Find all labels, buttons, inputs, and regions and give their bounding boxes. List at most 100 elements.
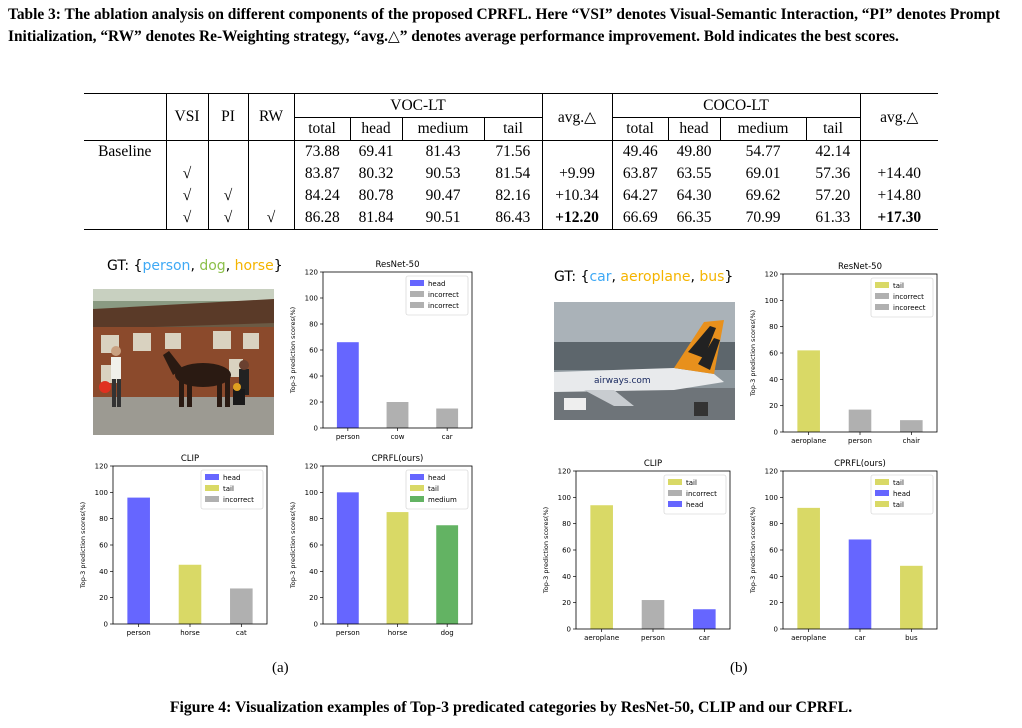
chart-title: CLIP <box>181 454 199 464</box>
cell-voc: 80.78 <box>358 187 394 204</box>
cell-voc: 90.47 <box>425 187 461 204</box>
bar-chart-svg: ResNet-50 Top-3 prediction scores(%) 0 20 40… <box>289 260 473 441</box>
cell-voc: 82.16 <box>495 187 531 204</box>
cell-coco: 64.30 <box>676 187 712 204</box>
cell-coco-avg: +14.80 <box>859 185 938 207</box>
y-tick-label: 40 <box>769 573 778 581</box>
cell-pi <box>207 163 248 185</box>
legend-label: head <box>686 501 703 509</box>
x-tick-label: aeroplane <box>584 634 619 642</box>
x-tick-label: car <box>854 634 865 642</box>
y-tick-label: 80 <box>309 321 318 329</box>
legend-swatch <box>875 501 889 507</box>
subfigure-label-b: (b) <box>730 660 748 676</box>
legend-swatch <box>668 490 682 496</box>
bar <box>693 609 716 629</box>
plot-frame <box>322 271 473 429</box>
y-tick-label: 40 <box>562 573 571 581</box>
y-tick-label: 60 <box>769 547 778 555</box>
row-label <box>84 207 166 230</box>
plot-frame <box>112 465 268 625</box>
bar <box>336 342 359 428</box>
legend-swatch <box>410 485 424 491</box>
bar-chart-svg: CLIP Top-3 prediction scores(%) 0 20 40 60 80 1… <box>542 459 731 642</box>
cell-rw <box>247 163 294 185</box>
chart-b-cprfl: CPRFL(ours) Top-3 prediction scores(%) 0 20… <box>745 455 945 647</box>
cell-coco: 61.33 <box>806 207 860 230</box>
y-tick-label: 0 <box>774 626 778 634</box>
x-tick-label: cow <box>391 433 405 441</box>
legend-swatch <box>205 474 219 480</box>
x-tick-label: chair <box>903 437 921 445</box>
y-tick-label: 80 <box>562 520 571 528</box>
bar <box>590 505 613 629</box>
cell-coco: 57.20 <box>815 187 851 204</box>
y-tick-label: 20 <box>769 599 778 607</box>
cell-coco: 69.62 <box>745 187 781 204</box>
y-tick-label: 20 <box>309 594 318 602</box>
y-tick-label: 120 <box>765 468 778 476</box>
photo-airport-scene: airways.com <box>554 302 735 420</box>
y-tick-label: 80 <box>309 515 318 523</box>
x-tick-label: car <box>699 634 710 642</box>
header-coco-medium: medium <box>719 117 806 141</box>
gt-separator: , <box>690 269 700 285</box>
gt-label-a: GT: {person, dog, horse} <box>107 258 283 274</box>
bar <box>900 420 923 432</box>
cell-voc: 83.87 <box>293 163 350 185</box>
x-tick-label: car <box>442 433 453 441</box>
fuselage-text: airways.com <box>594 376 651 386</box>
y-tick-label: 120 <box>765 271 778 279</box>
legend-swatch <box>668 501 682 507</box>
cell-pi <box>207 140 248 163</box>
legend-label: tail <box>893 282 904 290</box>
row-label <box>84 185 166 207</box>
bar <box>641 600 665 629</box>
legend-label: medium <box>428 496 457 504</box>
cell-rw <box>247 140 294 163</box>
y-tick-label: 0 <box>104 621 108 629</box>
y-axis-label: Top-3 prediction scores(%) <box>542 507 550 594</box>
table-row: √ √ 84.24 80.78 90.47 82.16 +10.34 64.27 64.30 69… <box>84 185 938 207</box>
header-coco-avg: avg.△ <box>859 93 938 141</box>
legend-label: head <box>428 280 445 288</box>
y-tick-label: 60 <box>309 542 318 550</box>
cell-voc: 90.53 <box>425 165 461 182</box>
cell-coco-avg <box>859 140 938 163</box>
y-tick-label: 40 <box>309 373 318 381</box>
cell-pi: √ <box>207 185 248 207</box>
legend-label: head <box>428 474 445 482</box>
y-tick-label: 20 <box>562 599 571 607</box>
chart-b-clip: CLIP Top-3 prediction scores(%) 0 20 40 60 80 1… <box>538 455 738 647</box>
y-axis-label: Top-3 prediction scores(%) <box>749 507 757 594</box>
legend-label: incorrect <box>893 293 924 301</box>
plot-frame <box>322 465 473 625</box>
cell-coco: 49.80 <box>668 140 720 163</box>
y-tick-label: 0 <box>314 621 318 629</box>
y-tick-label: 100 <box>305 489 318 497</box>
cell-coco-avg: +17.30 <box>859 207 938 230</box>
x-tick-label: cat <box>236 629 247 637</box>
cell-coco: 66.35 <box>668 207 720 230</box>
legend-swatch <box>410 474 424 480</box>
header-voc: VOC-LT <box>293 93 542 118</box>
cell-vsi: √ <box>165 163 208 185</box>
bar <box>336 492 359 624</box>
cell-vsi: √ <box>165 185 208 207</box>
y-axis-label: Top-3 prediction scores(%) <box>79 502 87 589</box>
bar-chart-svg: ResNet-50 Top-3 prediction scores(%) 0 20 40… <box>749 262 938 445</box>
legend-swatch <box>875 304 889 310</box>
header-voc-head: head <box>349 117 402 141</box>
header-vsi: VSI <box>165 93 208 141</box>
legend-label: tail <box>893 479 904 487</box>
y-axis-label: Top-3 prediction scores(%) <box>749 310 757 397</box>
x-tick-label: aeroplane <box>791 437 826 445</box>
cell-coco: 63.55 <box>676 165 712 182</box>
y-tick-label: 60 <box>99 542 108 550</box>
cell-voc-avg: +10.34 <box>541 185 612 207</box>
gt-prefix: GT: { <box>554 269 590 285</box>
legend-label: incorrect <box>223 496 254 504</box>
chart-a-resnet50: ResNet-50 Top-3 prediction scores(%) 0 20 40… <box>285 256 480 446</box>
legend-swatch <box>875 479 889 485</box>
cell-coco: 57.36 <box>815 165 851 182</box>
